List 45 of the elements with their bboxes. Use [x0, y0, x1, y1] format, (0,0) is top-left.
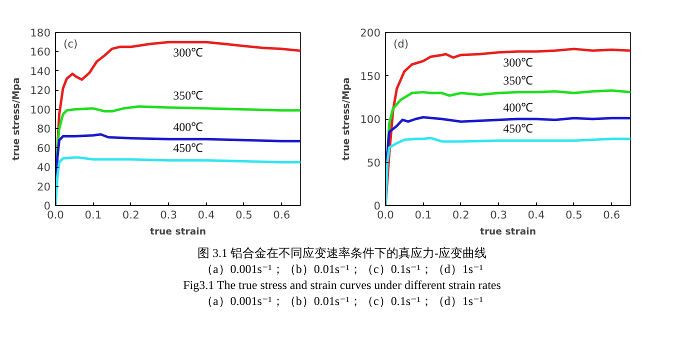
y-tick-label: 40 [36, 161, 51, 174]
series-label: 450℃ [173, 141, 204, 156]
y-tick-label: 120 [30, 84, 51, 98]
x-tick-label: 0.5 [235, 208, 252, 222]
x-tick-label: 0.2 [452, 208, 470, 222]
series-label: 300℃ [173, 46, 204, 60]
x-tick-label: 0.5 [565, 208, 582, 222]
x-tick-label: 0.1 [414, 208, 432, 222]
x-axis-title: true strain [480, 226, 536, 238]
x-tick-label: 0.1 [84, 208, 102, 222]
text: （a）0.001s⁻¹；（b）0.01s⁻¹；（c）0.1s⁻¹；（d）1s⁻¹ [200, 262, 484, 276]
series-label: 400℃ [173, 120, 204, 134]
y-tick-label: 160 [30, 46, 51, 59]
series-label: 300℃ [503, 56, 534, 70]
series-label: 450℃ [503, 121, 534, 136]
y-tick-label: 200 [360, 26, 381, 40]
series-label: 350℃ [503, 74, 534, 88]
text: （a）0.001s⁻¹；（b）0.01s⁻¹；（c）0.1s⁻¹；（d）1s⁻¹ [200, 294, 484, 308]
y-axis-title: true stress/Mpa [341, 78, 352, 160]
series-label: 350℃ [173, 88, 204, 102]
x-tick-label: 0.4 [198, 208, 215, 222]
y-tick-label: 100 [360, 113, 381, 126]
x-tick-label: 0.6 [603, 208, 620, 222]
y-tick-label: 100 [30, 103, 51, 116]
y-tick-label: 60 [36, 142, 51, 155]
y-tick-label: 140 [30, 64, 51, 78]
caption: Fig3.1 The true stress and strain curves under different strain rates [183, 278, 501, 292]
x-tick-label: 0.0 [47, 208, 64, 222]
text: (c) [64, 38, 78, 50]
x-tick-label: 0.3 [490, 208, 508, 222]
y-tick-label: 150 [360, 70, 381, 83]
y-tick-label: 20 [36, 180, 51, 194]
caption: 图 3.1 铝合金在不同应变速率条件下的真应力-应变曲线 [198, 246, 486, 260]
series-label: 400℃ [503, 100, 534, 114]
y-tick-label: 180 [30, 26, 51, 40]
x-axis-title: true strain [150, 226, 206, 238]
text: (d) [394, 38, 409, 50]
x-tick-label: 0.3 [160, 208, 178, 222]
y-tick-label: 80 [36, 122, 51, 136]
x-tick-label: 0.2 [122, 208, 140, 222]
x-tick-label: 0.6 [273, 208, 290, 222]
x-tick-label: 0.0 [377, 208, 394, 222]
y-tick-label: 50 [366, 156, 381, 170]
y-axis-title: true stress/Mpa [11, 78, 22, 160]
x-tick-label: 0.4 [528, 208, 545, 222]
